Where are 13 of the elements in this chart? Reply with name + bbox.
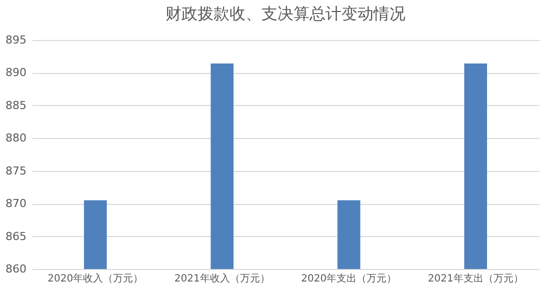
y-tick-label: 860	[6, 262, 26, 276]
y-tick-label: 865	[6, 230, 26, 243]
x-tick-label: 2021年收入（万元）	[174, 272, 270, 284]
y-tick-label: 895	[6, 34, 26, 46]
x-tick-label: 2020年支出（万元）	[301, 272, 397, 284]
chart-title: 财政拨款收、支决算总计变动情况	[166, 4, 406, 23]
y-tick-label: 885	[6, 98, 26, 112]
y-tick-label: 880	[6, 132, 26, 145]
y-tick-label: 890	[6, 66, 26, 80]
x-tick-label: 2020年收入（万元）	[48, 272, 144, 284]
x-tick-label: 2021年支出（万元）	[428, 272, 524, 284]
y-tick-label: 875	[6, 164, 26, 178]
y-tick-label: 870	[6, 197, 26, 210]
